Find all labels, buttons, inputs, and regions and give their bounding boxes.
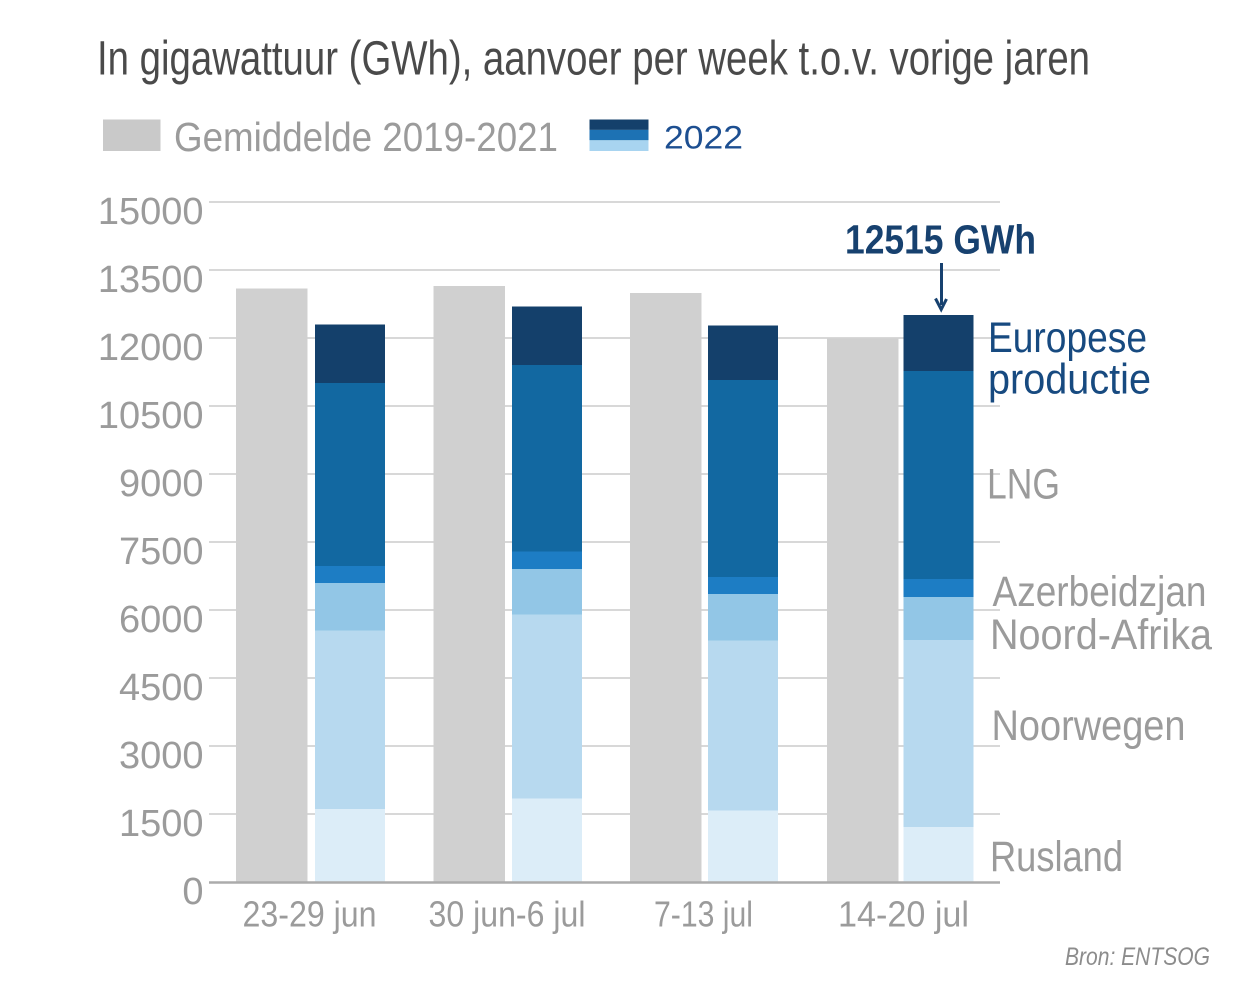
svg-text:7500: 7500 (119, 531, 204, 573)
svg-text:productie: productie (988, 356, 1151, 404)
svg-text:7-13 jul: 7-13 jul (654, 894, 753, 935)
svg-text:3000: 3000 (119, 735, 204, 777)
svg-text:15000: 15000 (98, 191, 204, 233)
svg-text:23-29 jun: 23-29 jun (243, 894, 377, 935)
svg-text:6000: 6000 (119, 599, 204, 641)
svg-text:12515 GWh: 12515 GWh (845, 217, 1036, 263)
svg-text:Rusland: Rusland (990, 833, 1123, 881)
svg-text:LNG: LNG (987, 461, 1060, 509)
svg-text:2022: 2022 (664, 120, 743, 156)
svg-text:Bron: ENTSOG: Bron: ENTSOG (1065, 943, 1210, 971)
svg-text:Noorwegen: Noorwegen (992, 702, 1186, 750)
svg-text:4500: 4500 (119, 667, 204, 709)
svg-text:Gemiddelde 2019-2021: Gemiddelde 2019-2021 (174, 114, 558, 160)
svg-text:10500: 10500 (98, 395, 204, 437)
svg-text:1500: 1500 (119, 803, 204, 845)
svg-text:Azerbeidzjan: Azerbeidzjan (993, 568, 1207, 616)
svg-text:9000: 9000 (119, 463, 204, 505)
svg-text:13500: 13500 (98, 259, 204, 301)
svg-text:0: 0 (182, 871, 203, 913)
svg-text:14-20 jul: 14-20 jul (838, 894, 969, 935)
svg-text:Europese: Europese (988, 314, 1147, 362)
svg-text:Noord-Afrika: Noord-Afrika (990, 611, 1212, 659)
svg-text:12000: 12000 (98, 327, 204, 369)
svg-text:In gigawattuur (GWh), aanvoer: In gigawattuur (GWh), aanvoer per week t… (97, 33, 1090, 86)
svg-text:30 jun-6 jul: 30 jun-6 jul (429, 894, 586, 935)
